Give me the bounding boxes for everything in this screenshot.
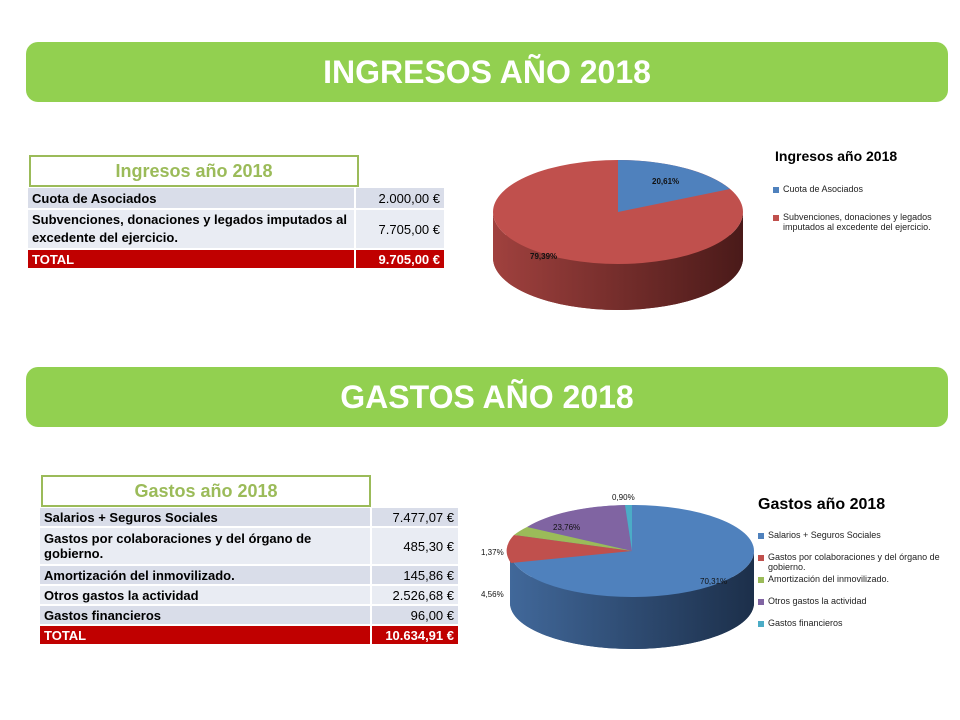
row-value: 485,30 € — [370, 528, 458, 564]
legend-item: Amortización del inmovilizado. — [758, 574, 953, 584]
legend-item: Subvenciones, donaciones y legados imput… — [773, 212, 943, 232]
row-label: Gastos por colaboraciones y del órgano d… — [40, 528, 370, 564]
table-row: Salarios + Seguros Sociales 7.477,07 € — [40, 508, 458, 526]
legend-swatch-icon — [758, 555, 764, 561]
row-label: Cuota de Asociados — [28, 188, 354, 208]
total-label: TOTAL — [28, 250, 354, 268]
row-label: Subvenciones, donaciones y legados imput… — [28, 210, 354, 248]
row-value: 145,86 € — [370, 566, 458, 584]
legend-label: Amortización del inmovilizado. — [768, 574, 890, 584]
legend-item: Otros gastos la actividad — [758, 596, 953, 606]
total-value: 9.705,00 € — [354, 250, 444, 268]
pie-label: 20,61% — [652, 177, 680, 186]
ingresos-table: Cuota de Asociados 2.000,00 € Subvencion… — [28, 186, 444, 270]
legend-item: Cuota de Asociados — [773, 184, 943, 194]
row-value: 7.705,00 € — [354, 210, 444, 248]
legend-swatch-icon — [773, 187, 779, 193]
row-label: Gastos financieros — [40, 606, 370, 624]
legend-label: Cuota de Asociados — [783, 184, 864, 194]
row-value: 2.526,68 € — [370, 586, 458, 604]
legend-item: Salarios + Seguros Sociales — [758, 530, 953, 540]
row-value: 7.477,07 € — [370, 508, 458, 526]
legend-swatch-icon — [758, 577, 764, 583]
ingresos-legend: Cuota de Asociados Subvenciones, donacio… — [773, 184, 943, 232]
gastos-pie-chart — [506, 505, 754, 649]
total-value: 10.634,91 € — [370, 626, 458, 644]
row-label: Amortización del inmovilizado. — [40, 566, 370, 584]
legend-swatch-icon — [758, 533, 764, 539]
gastos-banner-title: GASTOS AÑO 2018 — [340, 379, 634, 415]
table-row: Gastos financieros 96,00 € — [40, 606, 458, 624]
legend-label: Otros gastos la actividad — [768, 596, 867, 606]
gastos-legend: Salarios + Seguros Sociales Gastos por c… — [758, 530, 953, 628]
row-label: Otros gastos la actividad — [40, 586, 370, 604]
legend-label: Subvenciones, donaciones y legados imput… — [783, 212, 932, 232]
table-row: Gastos por colaboraciones y del órgano d… — [40, 528, 458, 564]
total-label: TOTAL — [40, 626, 370, 644]
ingresos-chart-title: Ingresos año 2018 — [775, 148, 898, 164]
row-value: 2.000,00 € — [354, 188, 444, 208]
table-row: Cuota de Asociados 2.000,00 € — [28, 188, 444, 208]
table-row: Subvenciones, donaciones y legados imput… — [28, 210, 444, 248]
pie-label: 23,76% — [553, 523, 581, 532]
table-total-row: TOTAL 10.634,91 € — [40, 626, 458, 644]
gastos-table-title: Gastos año 2018 — [41, 475, 371, 507]
pie-label: 70,31% — [700, 577, 728, 586]
pie-label: 79,39% — [530, 252, 558, 261]
row-value: 96,00 € — [370, 606, 458, 624]
legend-swatch-icon — [758, 599, 764, 605]
ingresos-banner-title: INGRESOS AÑO 2018 — [323, 54, 651, 90]
legend-swatch-icon — [758, 621, 764, 627]
gastos-banner: GASTOS AÑO 2018 — [26, 367, 948, 427]
legend-label: Gastos por colaboraciones y del órgano d… — [768, 552, 940, 572]
pie-label: 1,37% — [481, 548, 504, 557]
legend-label: Salarios + Seguros Sociales — [768, 530, 881, 540]
table-row: Otros gastos la actividad 2.526,68 € — [40, 586, 458, 604]
legend-item: Gastos financieros — [758, 618, 953, 628]
legend-item: Gastos por colaboraciones y del órgano d… — [758, 552, 953, 572]
gastos-chart-title: Gastos año 2018 — [758, 496, 886, 513]
ingresos-banner: INGRESOS AÑO 2018 — [26, 42, 948, 102]
gastos-table: Salarios + Seguros Sociales 7.477,07 € G… — [40, 506, 458, 646]
table-total-row: TOTAL 9.705,00 € — [28, 250, 444, 268]
legend-swatch-icon — [773, 215, 779, 221]
ingresos-table-title: Ingresos año 2018 — [29, 155, 359, 187]
ingresos-pie-chart — [493, 160, 743, 310]
row-label: Salarios + Seguros Sociales — [40, 508, 370, 526]
pie-label: 0,90% — [612, 493, 635, 502]
legend-label: Gastos financieros — [768, 618, 843, 628]
table-row: Amortización del inmovilizado. 145,86 € — [40, 566, 458, 584]
pie-label: 4,56% — [481, 590, 504, 599]
